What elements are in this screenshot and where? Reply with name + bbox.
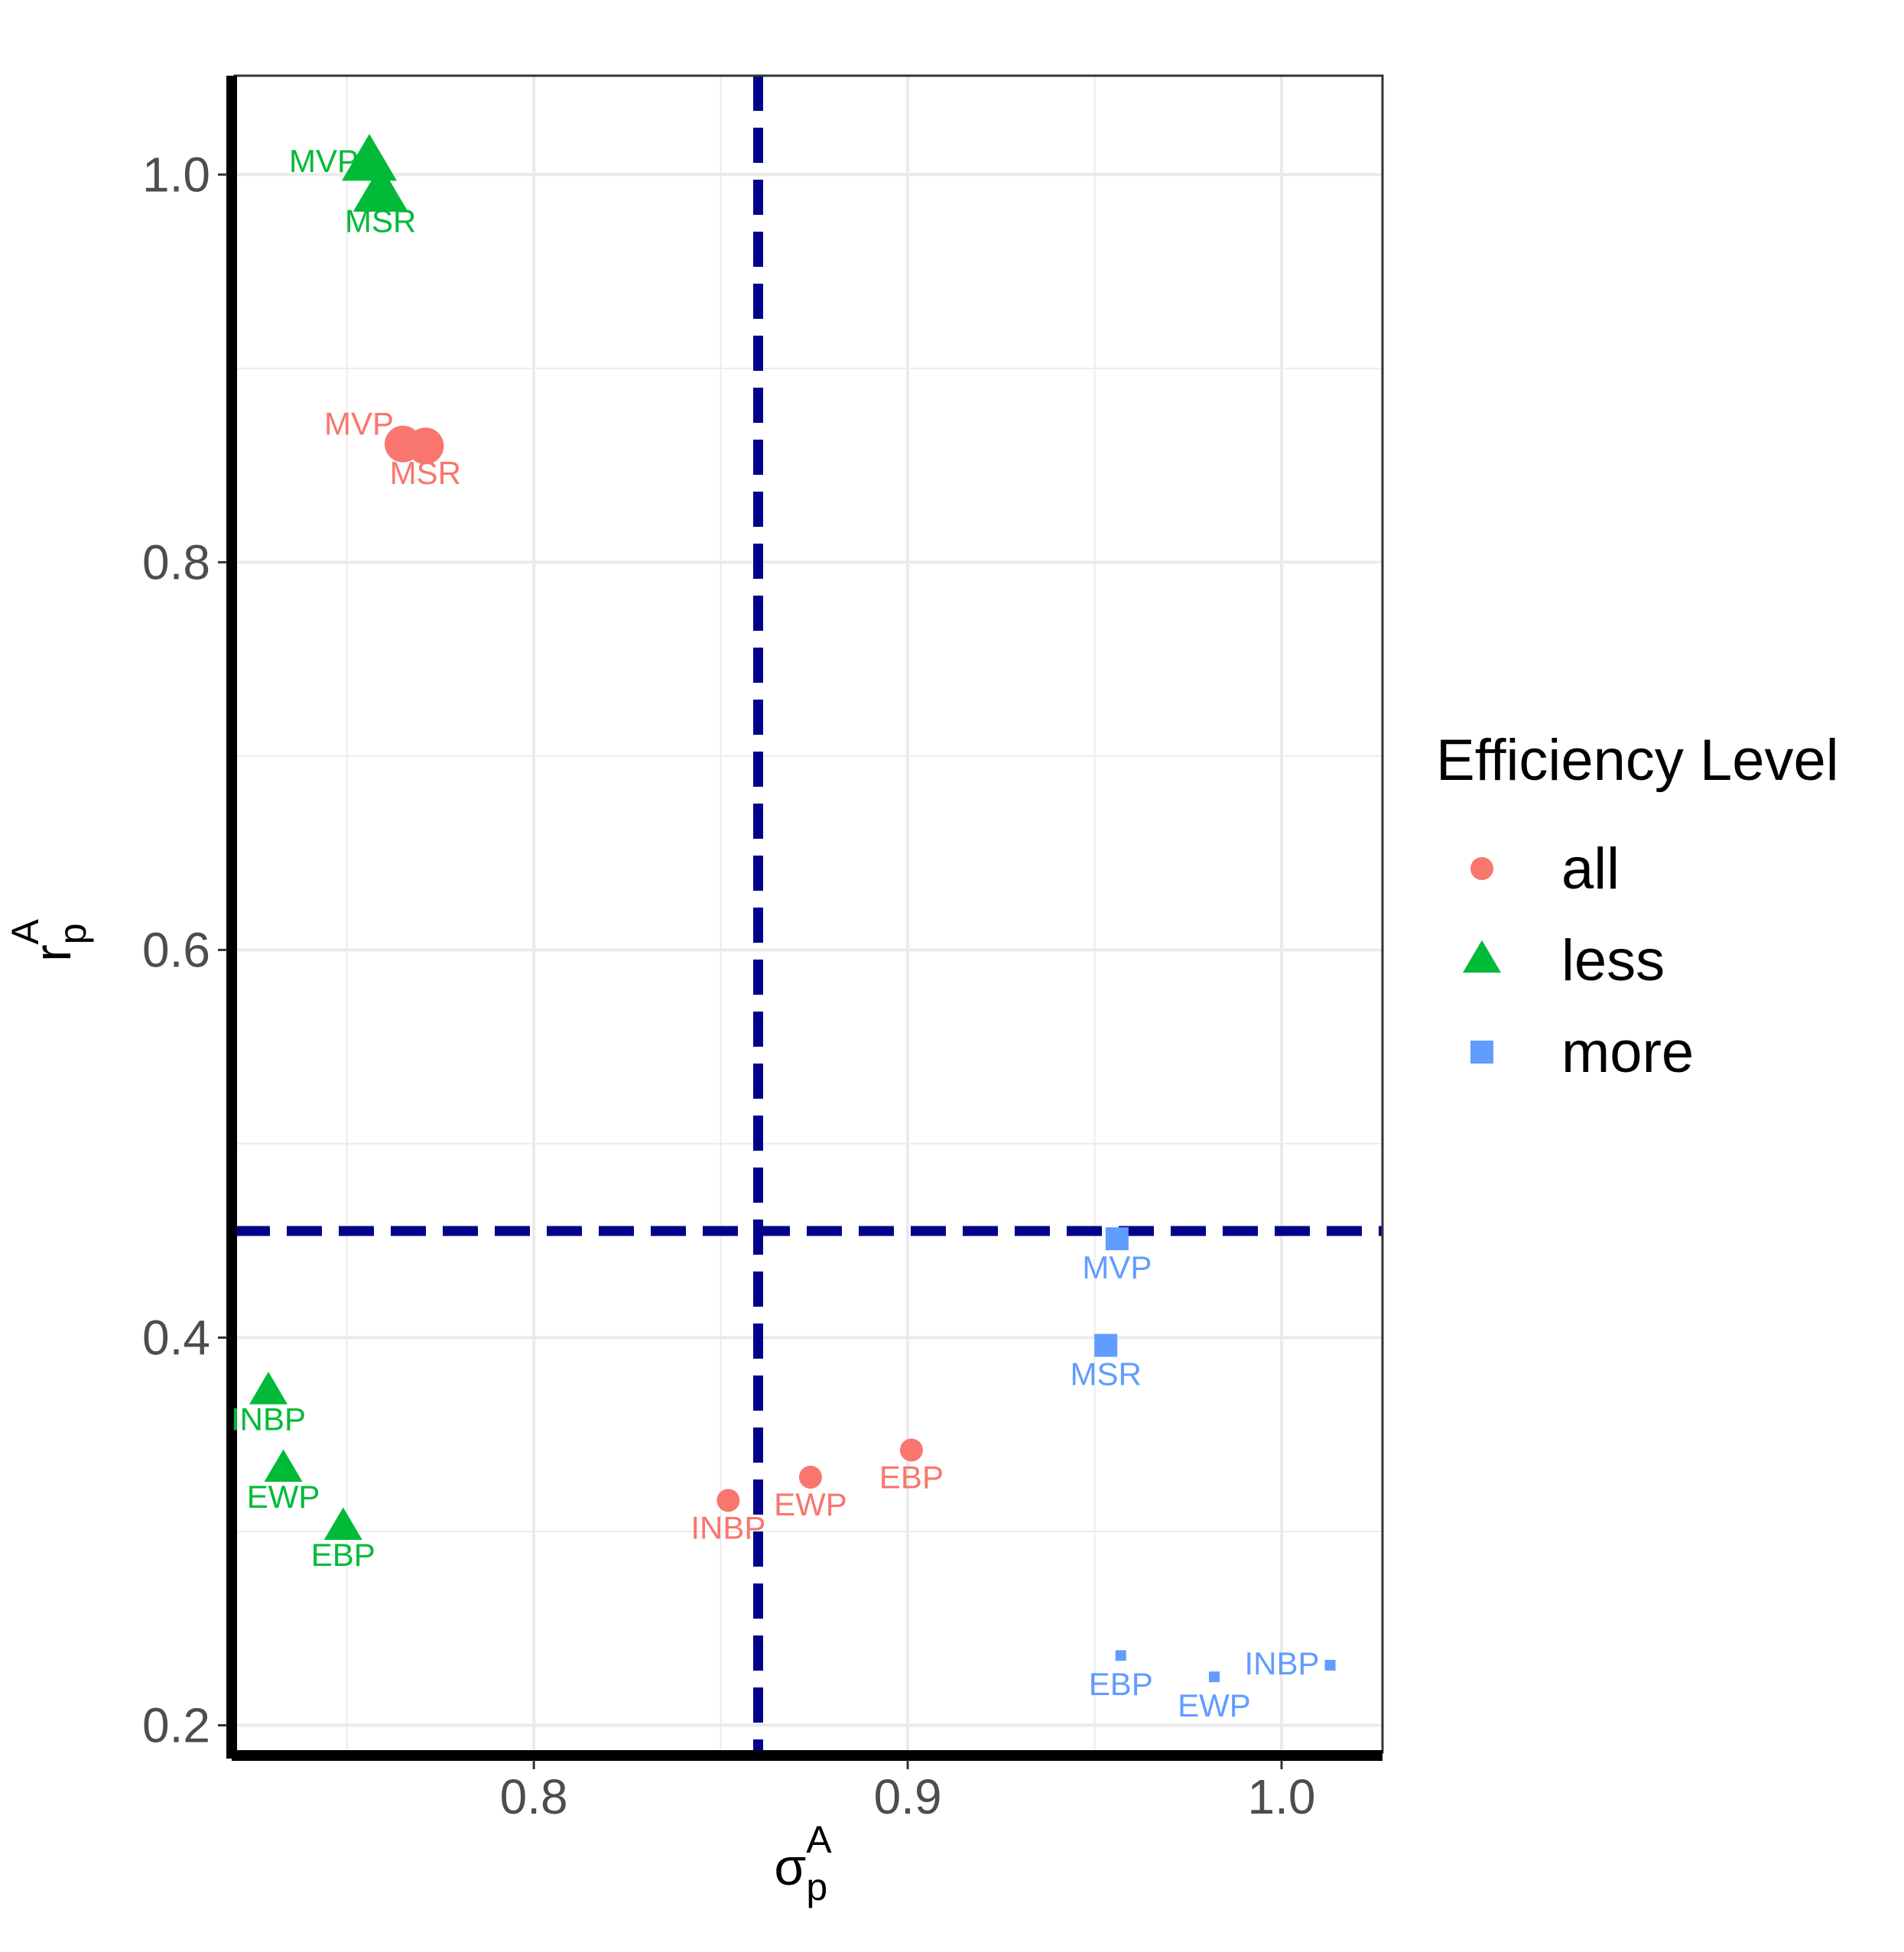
y-tick-label: 0.2 [142, 1698, 210, 1753]
x-tick-label: 1.0 [1248, 1769, 1316, 1824]
point-label-less-msr: MSR [345, 203, 416, 239]
y-tick-label: 0.6 [142, 922, 210, 977]
legend: Efficiency Level all less more [1436, 728, 1839, 1085]
point-label-more-inbp: INBP [1245, 1645, 1320, 1681]
legend-key-less [1463, 940, 1501, 973]
point-label-all-msr: MSR [390, 455, 461, 491]
point-less-msr [353, 164, 408, 212]
grid-lines [235, 76, 1383, 1752]
point-more-msr [1094, 1333, 1118, 1357]
point-more-mvp [1105, 1227, 1129, 1251]
y-axis-label: rpA [4, 918, 94, 961]
axis-lines [226, 76, 1383, 1761]
y-tick-label: 1.0 [142, 147, 210, 202]
point-more-inbp [1324, 1659, 1336, 1671]
legend-title: Efficiency Level [1436, 728, 1839, 793]
point-less-inbp [249, 1372, 288, 1405]
point-all-inbp [716, 1489, 740, 1512]
point-all-ewp [798, 1465, 822, 1489]
x-axis-label: σpA [774, 1818, 832, 1908]
x-axis-label-sub: p [806, 1866, 827, 1908]
point-label-more-ewp: EWP [1178, 1687, 1251, 1723]
legend-label-more: more [1561, 1020, 1694, 1085]
legend-label-less: less [1561, 928, 1665, 993]
point-label-all-ebp: EBP [879, 1459, 944, 1495]
point-label-less-ewp: EWP [247, 1479, 320, 1515]
y-axis-label-main: r [24, 944, 82, 962]
y-axis-label-sub: p [51, 923, 94, 944]
point-less-mvp [342, 134, 398, 181]
point-label-less-mvp: MVP [289, 143, 359, 179]
data-points: MVPMSRINBPEWPEBPMVPMSRINBPEWPEBPMVPMSREB… [231, 134, 1336, 1723]
series-more: MVP MSR EBP EWP INBP [1071, 1227, 1336, 1723]
legend-key-all [1470, 857, 1493, 880]
reference-lines [235, 76, 1383, 1752]
x-tick-label: 0.8 [500, 1769, 568, 1824]
series-less: MVP MSR INBP EWP EBP [231, 134, 416, 1573]
point-label-more-mvp: MVP [1082, 1249, 1152, 1285]
point-less-ebp [323, 1507, 362, 1541]
point-less-ewp [264, 1449, 303, 1483]
point-label-all-inbp: INBP [690, 1509, 765, 1545]
x-axis-label-main: σ [774, 1838, 806, 1896]
y-axis-label-sup: A [4, 918, 47, 944]
point-label-less-ebp: EBP [311, 1537, 375, 1573]
point-label-less-inbp: INBP [231, 1401, 306, 1437]
point-label-more-ebp: EBP [1089, 1666, 1153, 1702]
legend-label-all: all [1561, 836, 1620, 901]
x-axis-label-sup: A [806, 1818, 832, 1861]
y-tick-labels: 0.2 0.4 0.6 0.8 1.0 [142, 147, 227, 1753]
x-tick-label: 0.9 [874, 1769, 942, 1824]
y-tick-label: 0.8 [142, 534, 210, 589]
point-label-more-msr: MSR [1071, 1356, 1142, 1392]
point-more-ewp [1208, 1671, 1220, 1683]
point-more-ebp [1115, 1650, 1126, 1661]
legend-key-more [1470, 1041, 1493, 1064]
y-tick-label: 0.4 [142, 1310, 210, 1365]
point-all-msr [407, 427, 444, 465]
point-all-ebp [899, 1438, 923, 1462]
x-tick-labels: 0.8 0.9 1.0 [500, 1760, 1316, 1824]
point-label-all-ewp: EWP [774, 1486, 847, 1522]
point-label-all-mvp: MVP [324, 406, 394, 442]
